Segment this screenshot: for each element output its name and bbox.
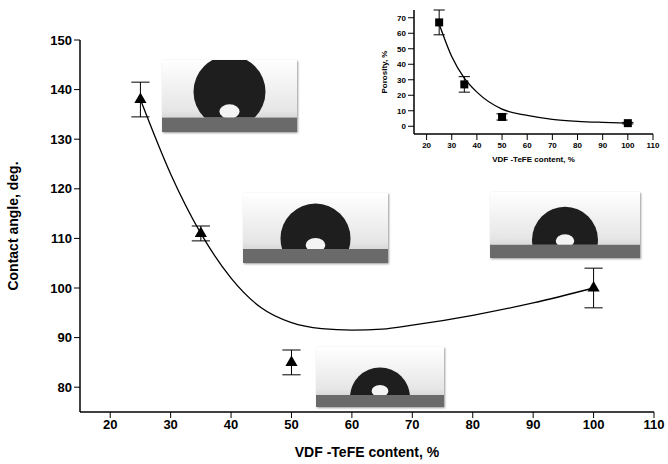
svg-text:70: 70 — [405, 417, 419, 432]
svg-text:70: 70 — [397, 14, 406, 23]
svg-text:50: 50 — [284, 417, 298, 432]
svg-text:130: 130 — [50, 132, 72, 147]
svg-text:100: 100 — [50, 281, 72, 296]
svg-text:60: 60 — [397, 29, 406, 38]
svg-text:70: 70 — [548, 141, 557, 150]
svg-text:80: 80 — [58, 380, 72, 395]
svg-text:90: 90 — [526, 417, 540, 432]
svg-text:Porosity, %: Porosity, % — [380, 51, 389, 94]
svg-text:VDF -TeFE content, %: VDF -TeFE content, % — [295, 444, 440, 460]
svg-text:0: 0 — [402, 122, 407, 131]
svg-text:60: 60 — [345, 417, 359, 432]
svg-text:10: 10 — [397, 107, 406, 116]
svg-text:30: 30 — [397, 76, 406, 85]
svg-text:140: 140 — [50, 82, 72, 97]
svg-text:110: 110 — [51, 231, 72, 246]
svg-text:100: 100 — [583, 417, 605, 432]
svg-text:80: 80 — [573, 141, 582, 150]
svg-text:VDF -TeFE content, %: VDF -TeFE content, % — [492, 155, 575, 164]
svg-text:30: 30 — [163, 417, 177, 432]
svg-text:110: 110 — [644, 417, 665, 432]
svg-text:50: 50 — [498, 141, 507, 150]
svg-text:100: 100 — [621, 141, 635, 150]
svg-text:90: 90 — [598, 141, 607, 150]
svg-text:30: 30 — [447, 141, 456, 150]
svg-text:40: 40 — [224, 417, 238, 432]
svg-text:120: 120 — [50, 181, 72, 196]
svg-text:60: 60 — [523, 141, 532, 150]
svg-text:20: 20 — [397, 91, 406, 100]
svg-text:Contact angle, deg.: Contact angle, deg. — [5, 161, 21, 290]
svg-text:40: 40 — [472, 141, 481, 150]
svg-text:90: 90 — [58, 330, 72, 345]
svg-text:110: 110 — [647, 141, 660, 150]
svg-text:40: 40 — [397, 60, 406, 69]
svg-text:80: 80 — [466, 417, 480, 432]
svg-text:20: 20 — [103, 417, 117, 432]
svg-text:150: 150 — [50, 33, 72, 48]
svg-text:50: 50 — [397, 45, 406, 54]
svg-text:20: 20 — [422, 141, 431, 150]
